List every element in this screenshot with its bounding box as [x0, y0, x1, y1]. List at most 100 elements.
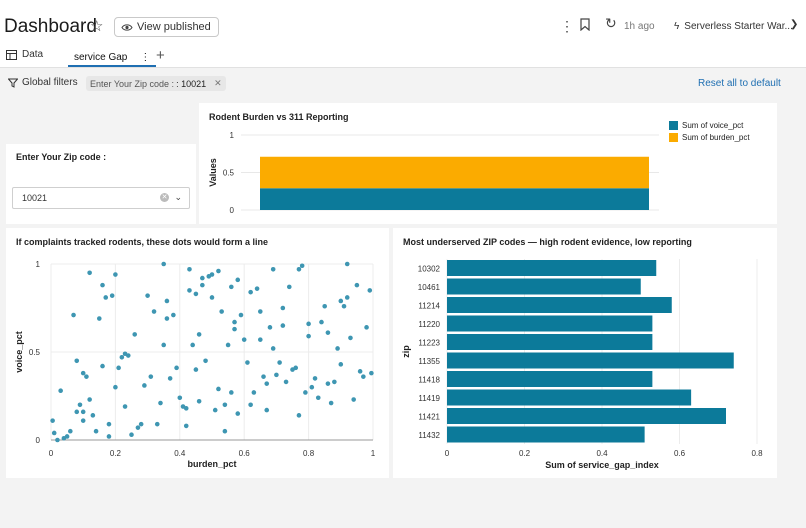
filter-chip[interactable]: Enter Your Zip code : : 10021 ✕ [86, 76, 226, 91]
legend-label-burden: Sum of burden_pct [682, 133, 750, 142]
zip-select[interactable]: 10021 ✕ ⌄ [12, 187, 190, 209]
scatter-point [274, 372, 279, 378]
bookmark-icon[interactable] [580, 18, 590, 36]
scatter-point [125, 353, 131, 358]
scatter-point [229, 284, 234, 290]
scatter-point [344, 295, 350, 300]
tab-data[interactable]: Data [6, 49, 43, 60]
scatter-point [258, 309, 263, 314]
scatter-point [315, 395, 321, 401]
scatter-chart: 0 0.2 0.4 0.6 0.8 1 0 0.5 1 burden_pct voice_pct [14, 260, 376, 469]
chart-title: Rodent Burden vs 311 Reporting [209, 112, 349, 122]
scatter-point [364, 325, 369, 330]
scatter-point [280, 305, 286, 311]
scatter-point [122, 404, 128, 409]
scatter-point [55, 437, 60, 443]
scatter-point [90, 413, 96, 418]
filter-chip-label: Enter Your Zip code : [90, 78, 175, 89]
more-vert-icon[interactable]: ⋮ [560, 18, 574, 34]
y-tick-label: 0 [36, 436, 41, 445]
reset-all-link[interactable]: Reset all to default [698, 78, 781, 89]
scatter-point [235, 411, 241, 416]
scatter-point [325, 330, 331, 335]
scatter-point [303, 390, 308, 395]
scatter-point [171, 312, 176, 318]
chevron-down-icon[interactable]: ❯ [790, 19, 799, 30]
star-icon[interactable]: ☆ [90, 18, 104, 35]
x-tick-label: 0 [49, 449, 54, 458]
tab-data-label: Data [22, 49, 44, 60]
scatter-point [174, 365, 179, 371]
top-bar: Dashboard ☆ View published ⋮ ↻ 1h ago ϟ … [0, 0, 806, 46]
scatter-point [357, 369, 363, 374]
tab-service-gap[interactable]: service Gap ⋮ [68, 49, 157, 67]
scatter-point [261, 374, 266, 379]
global-filters-label: Global filters [22, 77, 78, 88]
scatter-point [190, 342, 195, 348]
zip-bar [447, 352, 734, 369]
warehouse-selector[interactable]: ϟ Serverless Starter War... [674, 21, 793, 32]
close-icon[interactable]: ✕ [214, 78, 222, 88]
scatter-point [177, 395, 183, 401]
scatter-point [209, 295, 215, 300]
scatter-point [219, 309, 224, 314]
scatter-point [71, 312, 76, 318]
scatter-point [116, 365, 121, 371]
scatter-point [158, 400, 163, 406]
scatter-point [241, 337, 247, 342]
scatter-point [248, 402, 253, 408]
y-tick-label: 11214 [418, 301, 440, 310]
legend-swatch-burden [669, 133, 678, 142]
scatter-point [348, 335, 353, 341]
zip-bar [447, 426, 645, 443]
scatter-point [232, 319, 237, 325]
x-tick-label: 0.8 [303, 449, 315, 458]
scatter-point [222, 402, 228, 408]
y-tick-label: 11223 [418, 338, 440, 347]
scatter-point [93, 428, 99, 434]
scatter-point [283, 379, 289, 385]
scatter-point [248, 289, 253, 295]
zip-bar [447, 334, 653, 350]
scatter-point [84, 374, 89, 379]
scatter-point [232, 326, 237, 332]
scatter-point [200, 275, 205, 281]
filter-bar: Global filters Enter Your Zip code : : 1… [0, 69, 806, 99]
refresh-icon[interactable]: ↻ [605, 15, 617, 31]
scatter-point [187, 266, 192, 272]
x-axis-label: Sum of service_gap_index [545, 460, 659, 470]
scatter-point [335, 346, 340, 351]
zip-bar [447, 315, 653, 332]
scatter-point [270, 266, 276, 272]
zip-bar [447, 297, 672, 313]
y-tick-label: 10302 [418, 264, 441, 273]
scatter-point [106, 434, 112, 439]
global-filters-button[interactable]: Global filters [8, 77, 78, 88]
scatter-point [229, 390, 234, 395]
y-tick-label: 11355 [418, 357, 440, 366]
plus-icon[interactable]: + [156, 47, 165, 64]
scatter-point [74, 358, 80, 364]
scatter-point [187, 288, 192, 293]
scatter-point [332, 379, 337, 385]
view-published-button[interactable]: View published [114, 17, 219, 37]
y-tick-label: 11432 [418, 431, 440, 440]
tab-more-icon[interactable]: ⋮ [140, 51, 151, 63]
scatter-point [322, 303, 328, 309]
x-axis-label: burden_pct [187, 459, 236, 469]
scatter-point [183, 423, 189, 429]
scatter-point [245, 360, 250, 365]
chevron-down-icon[interactable]: ⌄ [174, 192, 182, 202]
clear-icon[interactable]: ✕ [160, 193, 169, 202]
scatter-point [344, 261, 350, 267]
zip-filter-card: Enter Your Zip code : 10021 ✕ ⌄ [6, 144, 196, 224]
warehouse-icon: ϟ [674, 21, 680, 32]
zip-bar [447, 389, 692, 406]
scatter-point [270, 346, 276, 351]
x-tick-label: 0.8 [751, 449, 763, 458]
scatter-point [119, 354, 125, 360]
scatter-point [251, 390, 257, 395]
view-published-label: View published [137, 21, 211, 33]
scatter-point [258, 337, 263, 342]
scatter-point [338, 298, 344, 304]
